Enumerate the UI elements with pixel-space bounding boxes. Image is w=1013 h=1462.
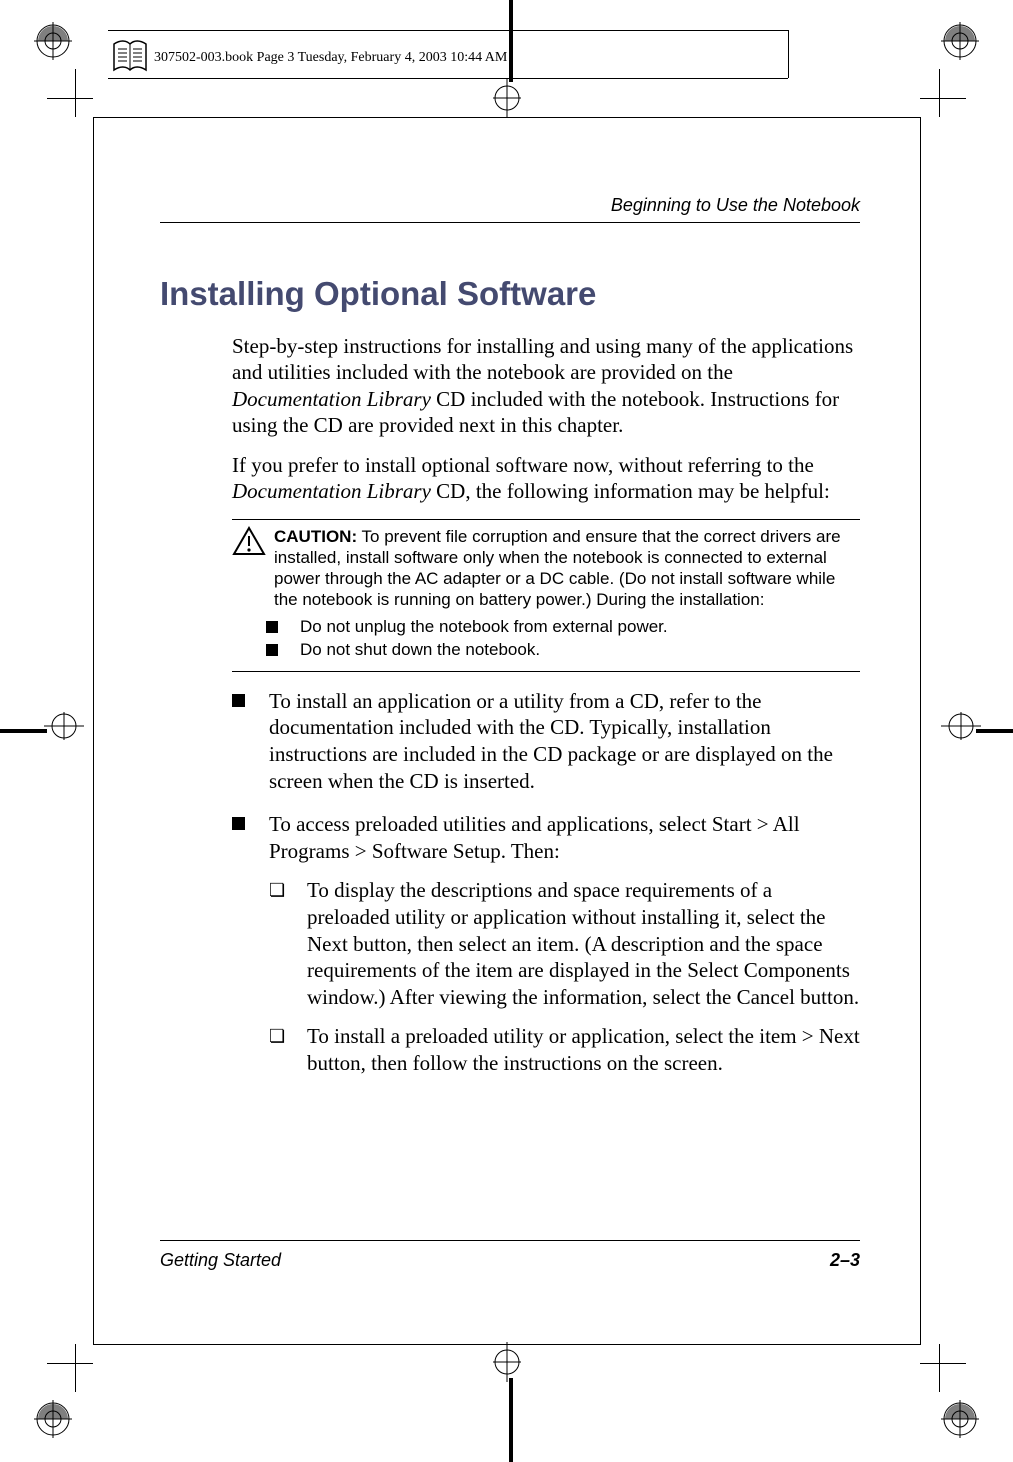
sub-bullet-item: ❏ To display the descriptions and space … xyxy=(269,877,860,1011)
crop-bar xyxy=(0,729,47,733)
caution-label: CAUTION: xyxy=(274,527,357,546)
caution-bullet-text: Do not unplug the notebook from external… xyxy=(300,617,668,637)
page: 307502-003.book Page 3 Tuesday, February… xyxy=(0,0,1013,1462)
paragraph-text: Step-by-step instructions for installing… xyxy=(232,334,853,384)
crosshair-icon xyxy=(941,712,981,745)
print-header-text: 307502-003.book Page 3 Tuesday, February… xyxy=(154,50,507,66)
header-rule xyxy=(108,30,788,31)
bullet-text: To access preloaded utilities and applic… xyxy=(269,811,860,1089)
caution-text: CAUTION: To prevent file corruption and … xyxy=(274,526,860,611)
running-header-rule xyxy=(160,222,860,223)
paragraph-text: If you prefer to install optional softwa… xyxy=(232,453,814,477)
body-bullet-item: To install an application or a utility f… xyxy=(232,688,860,796)
caution-icon xyxy=(232,526,266,611)
page-content: Installing Optional Software Step-by-ste… xyxy=(160,275,860,1105)
bullet-square-icon xyxy=(232,817,245,830)
crop-mark xyxy=(939,69,940,117)
sub-bullet-text: To display the descriptions and space re… xyxy=(307,877,860,1011)
bullet-square-icon xyxy=(266,621,278,633)
paragraph-emphasis: Documentation Library xyxy=(232,479,431,503)
paragraph-text: CD, the following information may be hel… xyxy=(431,479,830,503)
sub-bullet-icon: ❏ xyxy=(269,879,287,1011)
caution-body: To prevent file corruption and ensure th… xyxy=(274,527,841,610)
print-header: 307502-003.book Page 3 Tuesday, February… xyxy=(108,36,708,82)
sub-bullet-text: To install a preloaded utility or applic… xyxy=(307,1023,860,1077)
bullet-text: To install an application or a utility f… xyxy=(269,688,860,796)
footer-rule xyxy=(160,1240,860,1241)
registration-mark-icon xyxy=(941,1400,979,1438)
caution-box: CAUTION: To prevent file corruption and … xyxy=(232,519,860,672)
crop-mark xyxy=(75,69,76,117)
footer-left: Getting Started xyxy=(160,1250,281,1271)
header-rule xyxy=(788,30,789,78)
crosshair-icon xyxy=(493,1342,521,1387)
caution-bullet-list: Do not unplug the notebook from external… xyxy=(266,617,860,660)
crop-mark xyxy=(75,1344,76,1392)
bullet-square-icon xyxy=(266,644,278,656)
footer-right: 2–3 xyxy=(830,1250,860,1271)
header-rule xyxy=(108,78,788,79)
sub-bullet-icon: ❏ xyxy=(269,1025,287,1077)
crop-mark xyxy=(920,1363,966,1364)
running-header: Beginning to Use the Notebook xyxy=(160,195,860,216)
registration-mark-icon xyxy=(34,1400,72,1438)
caution-bullet-item: Do not shut down the notebook. xyxy=(266,640,860,660)
body-paragraph: If you prefer to install optional softwa… xyxy=(232,452,860,505)
frame-line xyxy=(93,117,921,118)
frame-line xyxy=(93,1344,921,1345)
bullet-square-icon xyxy=(232,694,245,707)
frame-line xyxy=(920,117,921,1345)
registration-mark-icon xyxy=(34,22,72,60)
paragraph-emphasis: Documentation Library xyxy=(232,387,431,411)
crop-bar xyxy=(976,729,1013,733)
crop-mark xyxy=(939,1344,940,1392)
sub-bullet-list: ❏ To display the descriptions and space … xyxy=(269,877,860,1077)
frame-line xyxy=(93,117,94,1345)
caution-bullet-item: Do not unplug the notebook from external… xyxy=(266,617,860,637)
crop-mark xyxy=(920,98,966,99)
crosshair-icon xyxy=(44,712,84,745)
body-bullet-item: To access preloaded utilities and applic… xyxy=(232,811,860,1089)
body-bullet-list: To install an application or a utility f… xyxy=(232,688,860,1089)
crop-bar xyxy=(509,1378,513,1462)
crop-mark xyxy=(47,1363,93,1364)
caution-bullet-text: Do not shut down the notebook. xyxy=(300,640,540,660)
crop-mark xyxy=(47,98,93,99)
registration-mark-icon xyxy=(941,22,979,60)
page-title: Installing Optional Software xyxy=(160,275,860,313)
sub-bullet-item: ❏ To install a preloaded utility or appl… xyxy=(269,1023,860,1077)
body-paragraph: Step-by-step instructions for installing… xyxy=(232,333,860,438)
bullet-text-span: To access preloaded utilities and applic… xyxy=(269,812,800,863)
book-icon xyxy=(108,36,152,80)
